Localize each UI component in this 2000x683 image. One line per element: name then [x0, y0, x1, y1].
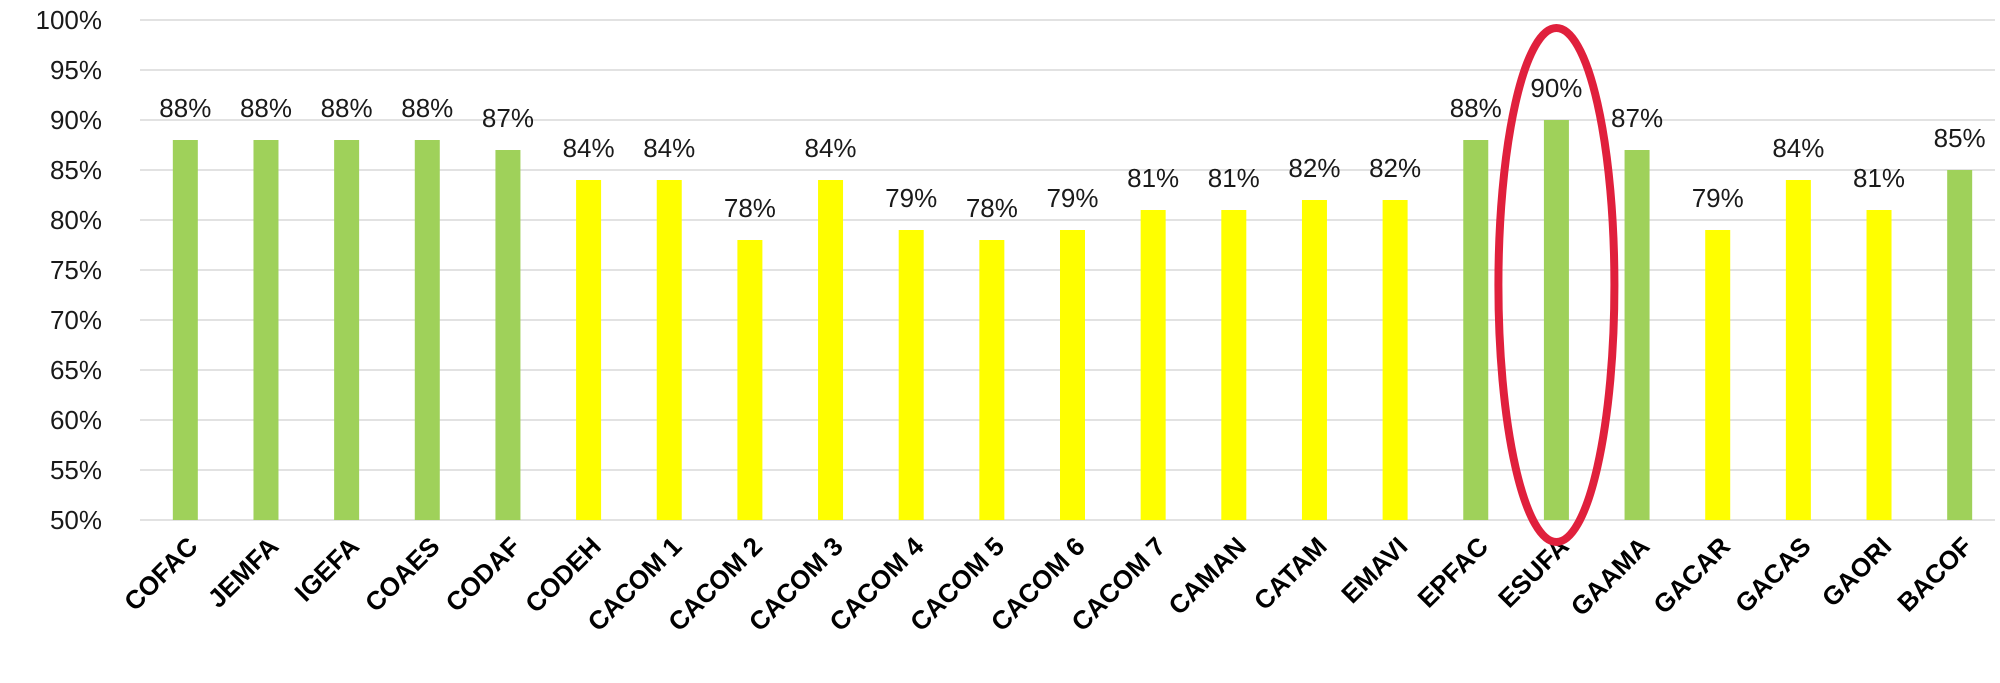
data-label: 81%: [1208, 163, 1260, 193]
y-tick-label: 85%: [50, 155, 102, 185]
x-tick-label: GAORI: [1816, 531, 1897, 612]
data-label: 79%: [1046, 183, 1098, 213]
x-tick-label: GAAMA: [1565, 531, 1656, 622]
data-label: 78%: [966, 193, 1018, 223]
x-tick-label: EPFAC: [1411, 531, 1494, 614]
data-label: 81%: [1853, 163, 1905, 193]
x-tick-label: CAMAN: [1162, 531, 1252, 621]
x-tick-label: COAES: [359, 531, 446, 618]
y-tick-label: 60%: [50, 405, 102, 435]
y-axis: 50% 55% 60% 65% 70% 75% 80% 85% 90% 95% 100%: [36, 5, 103, 535]
bar: [1140, 210, 1166, 520]
bar: [495, 150, 521, 520]
x-tick-label: BACOF: [1891, 531, 1978, 618]
data-label: 88%: [401, 93, 453, 123]
x-tick-label: GACAS: [1729, 531, 1817, 619]
data-label: 88%: [321, 93, 373, 123]
bar: [898, 230, 924, 520]
data-label: 81%: [1127, 163, 1179, 193]
x-tick-label: COFAC: [118, 531, 204, 617]
x-tick-label: IGEFA: [288, 531, 365, 608]
y-tick-label: 80%: [50, 205, 102, 235]
y-tick-label: 75%: [50, 255, 102, 285]
bar: [737, 240, 763, 520]
y-tick-label: 95%: [50, 55, 102, 85]
data-label: 84%: [1772, 133, 1824, 163]
bar: [1221, 210, 1247, 520]
bar: [1301, 200, 1327, 520]
data-label: 88%: [1450, 93, 1502, 123]
bar: [1543, 120, 1569, 520]
x-tick-label: EMAVI: [1335, 531, 1413, 609]
x-tick-label: JEMFA: [202, 531, 285, 614]
x-tick-label: CATAM: [1248, 531, 1333, 616]
y-tick-label: 50%: [50, 505, 102, 535]
data-label: 84%: [805, 133, 857, 163]
data-labels: 88% 88% 88% 88% 87% 84% 84% 78% 84% 79% 78% 79% 81% 8…: [159, 73, 1985, 223]
bar: [1382, 200, 1408, 520]
bar: [1463, 140, 1489, 520]
data-label: 79%: [885, 183, 937, 213]
bar: [979, 240, 1005, 520]
bar: [656, 180, 682, 520]
y-tick-label: 70%: [50, 305, 102, 335]
y-tick-label: 100%: [36, 5, 103, 35]
data-label: 90%: [1530, 73, 1582, 103]
x-tick-label: CODAF: [440, 531, 527, 618]
data-label: 88%: [240, 93, 292, 123]
data-label: 85%: [1934, 123, 1986, 153]
bar: [334, 140, 360, 520]
bars: [172, 120, 1973, 520]
annotations: [1494, 24, 1619, 546]
y-tick-label: 90%: [50, 105, 102, 135]
data-label: 79%: [1692, 183, 1744, 213]
data-label: 88%: [159, 93, 211, 123]
data-label: 87%: [1611, 103, 1663, 133]
data-label: 82%: [1288, 153, 1340, 183]
bar: [1947, 170, 1973, 520]
highlight-ellipse: [1494, 24, 1619, 546]
bar: [172, 140, 198, 520]
data-label: 87%: [482, 103, 534, 133]
bar: [818, 180, 844, 520]
bar: [1866, 210, 1892, 520]
bar: [1624, 150, 1650, 520]
x-tick-label: GACAR: [1647, 531, 1736, 620]
bar: [414, 140, 440, 520]
y-tick-label: 65%: [50, 355, 102, 385]
bar: [1060, 230, 1085, 520]
data-label: 84%: [643, 133, 695, 163]
data-label: 82%: [1369, 153, 1421, 183]
bar: [253, 140, 279, 520]
bar: [576, 180, 602, 520]
data-label: 84%: [563, 133, 615, 163]
data-label: 78%: [724, 193, 776, 223]
y-tick-label: 55%: [50, 455, 102, 485]
bar: [1705, 230, 1731, 520]
bar: [1785, 180, 1811, 520]
